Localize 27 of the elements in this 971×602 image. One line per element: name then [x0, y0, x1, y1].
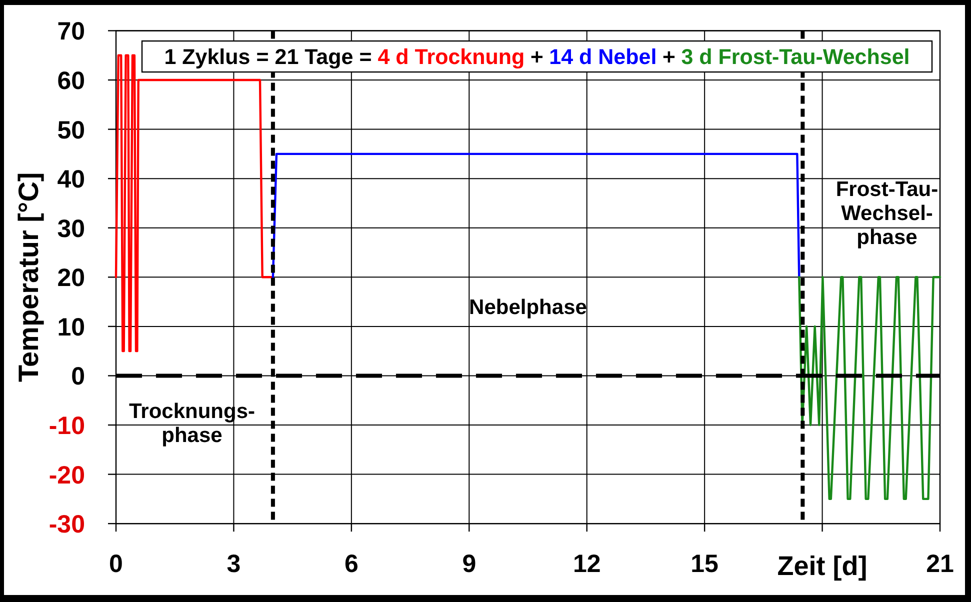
text: 14 d Nebel	[549, 45, 657, 70]
y-tick-label: -10	[48, 412, 85, 440]
x-tick-label: 15	[690, 550, 719, 578]
text: 4 d Trocknung	[378, 45, 525, 70]
x-tick-label: 9	[462, 550, 476, 578]
y-tick-label: 70	[57, 18, 85, 46]
y-axis-title: Temperatur [°C]	[13, 172, 44, 382]
x-axis-title: Zeit [d]	[777, 551, 868, 581]
y-tick-label: 0	[71, 362, 85, 391]
annotation: Frost-Tau- Wechsel- phase	[836, 178, 938, 249]
annotation: Nebelphase	[469, 296, 587, 319]
y-tick-label: 40	[57, 166, 85, 194]
x-tick-label: 21	[926, 550, 954, 578]
x-tick-label: 3	[226, 550, 241, 578]
y-tick-label: 60	[57, 66, 85, 95]
y-tick-label: 30	[57, 214, 85, 243]
line-series	[798, 276, 942, 500]
y-tick-label: -20	[48, 461, 85, 490]
y-tick-label: -30	[48, 510, 85, 539]
y-tick-label: 10	[57, 313, 85, 342]
x-tick-label: 6	[344, 550, 358, 578]
legend-title: 1 Zyklus = 21 Tage =	[164, 45, 372, 70]
text: 3 d Frost-Tau-Wechsel	[681, 45, 910, 70]
y-tick-label: 20	[57, 264, 85, 292]
y-tick-label: 50	[57, 116, 85, 144]
x-tick-label: 0	[109, 550, 123, 578]
x-tick-label: 12	[572, 550, 601, 578]
